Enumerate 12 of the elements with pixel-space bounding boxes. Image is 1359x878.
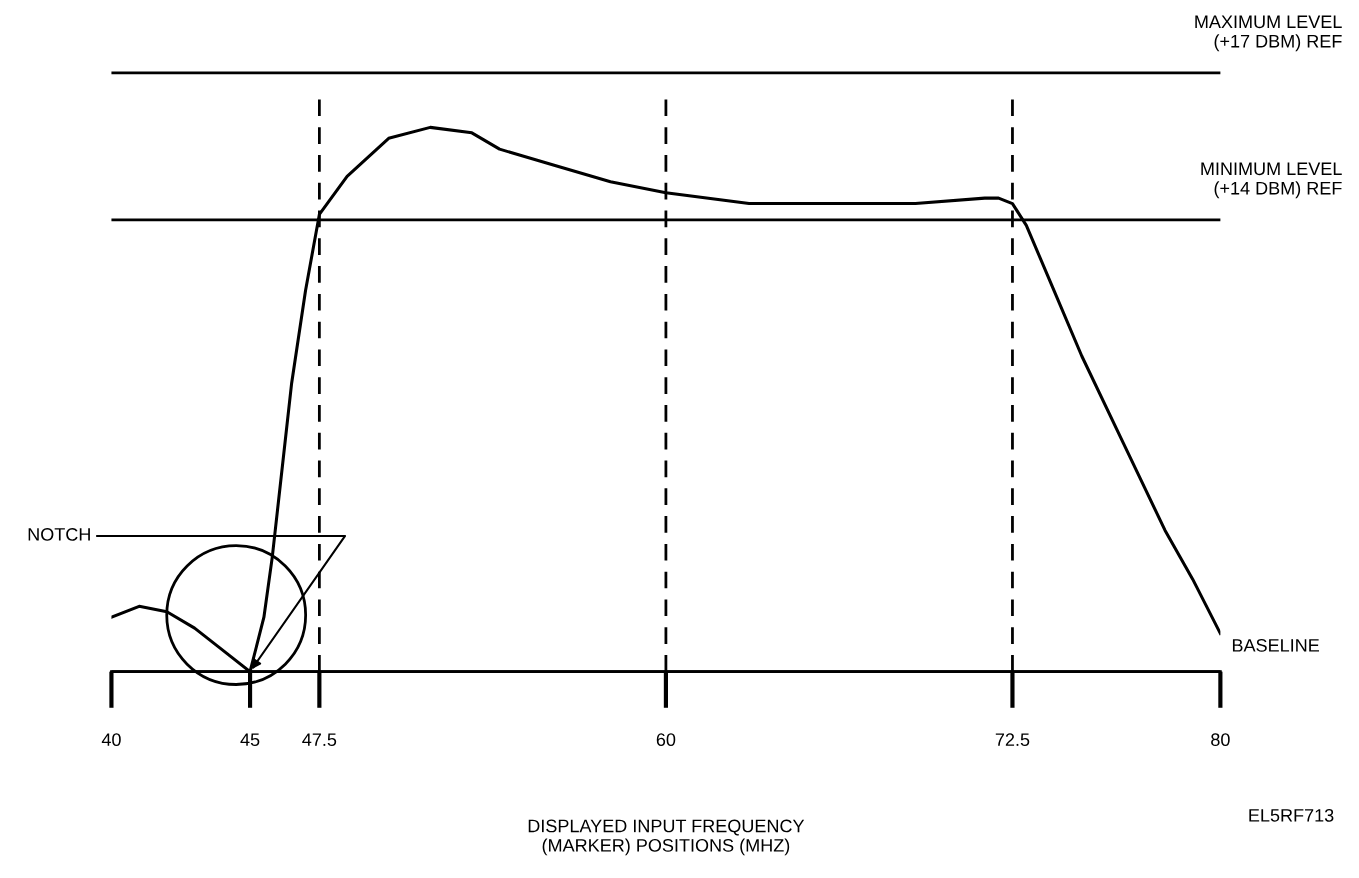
x-tick-label: 40 [101, 733, 121, 747]
ref-line-label: MAXIMUM LEVEL (+17 DBM) REF [1195, 15, 1342, 52]
x-tick-label: 45 [240, 733, 260, 747]
x-tick-label: 72.5 [995, 733, 1030, 747]
annotation: NOTCH [28, 528, 90, 541]
x-tick-label: 47.5 [302, 733, 337, 747]
x-tick-label: 60 [656, 733, 676, 747]
ref-line-label: MINIMUM LEVEL (+14 DBM) REF [1201, 162, 1342, 199]
ref-line-label: BASELINE [1232, 638, 1320, 652]
x-axis-title: DISPLAYED INPUT FREQUENCY (MARKER) POSITIONS (MHZ) [528, 819, 805, 856]
text: EL5RF713 [1249, 808, 1334, 822]
x-tick-label: 80 [1211, 733, 1230, 747]
